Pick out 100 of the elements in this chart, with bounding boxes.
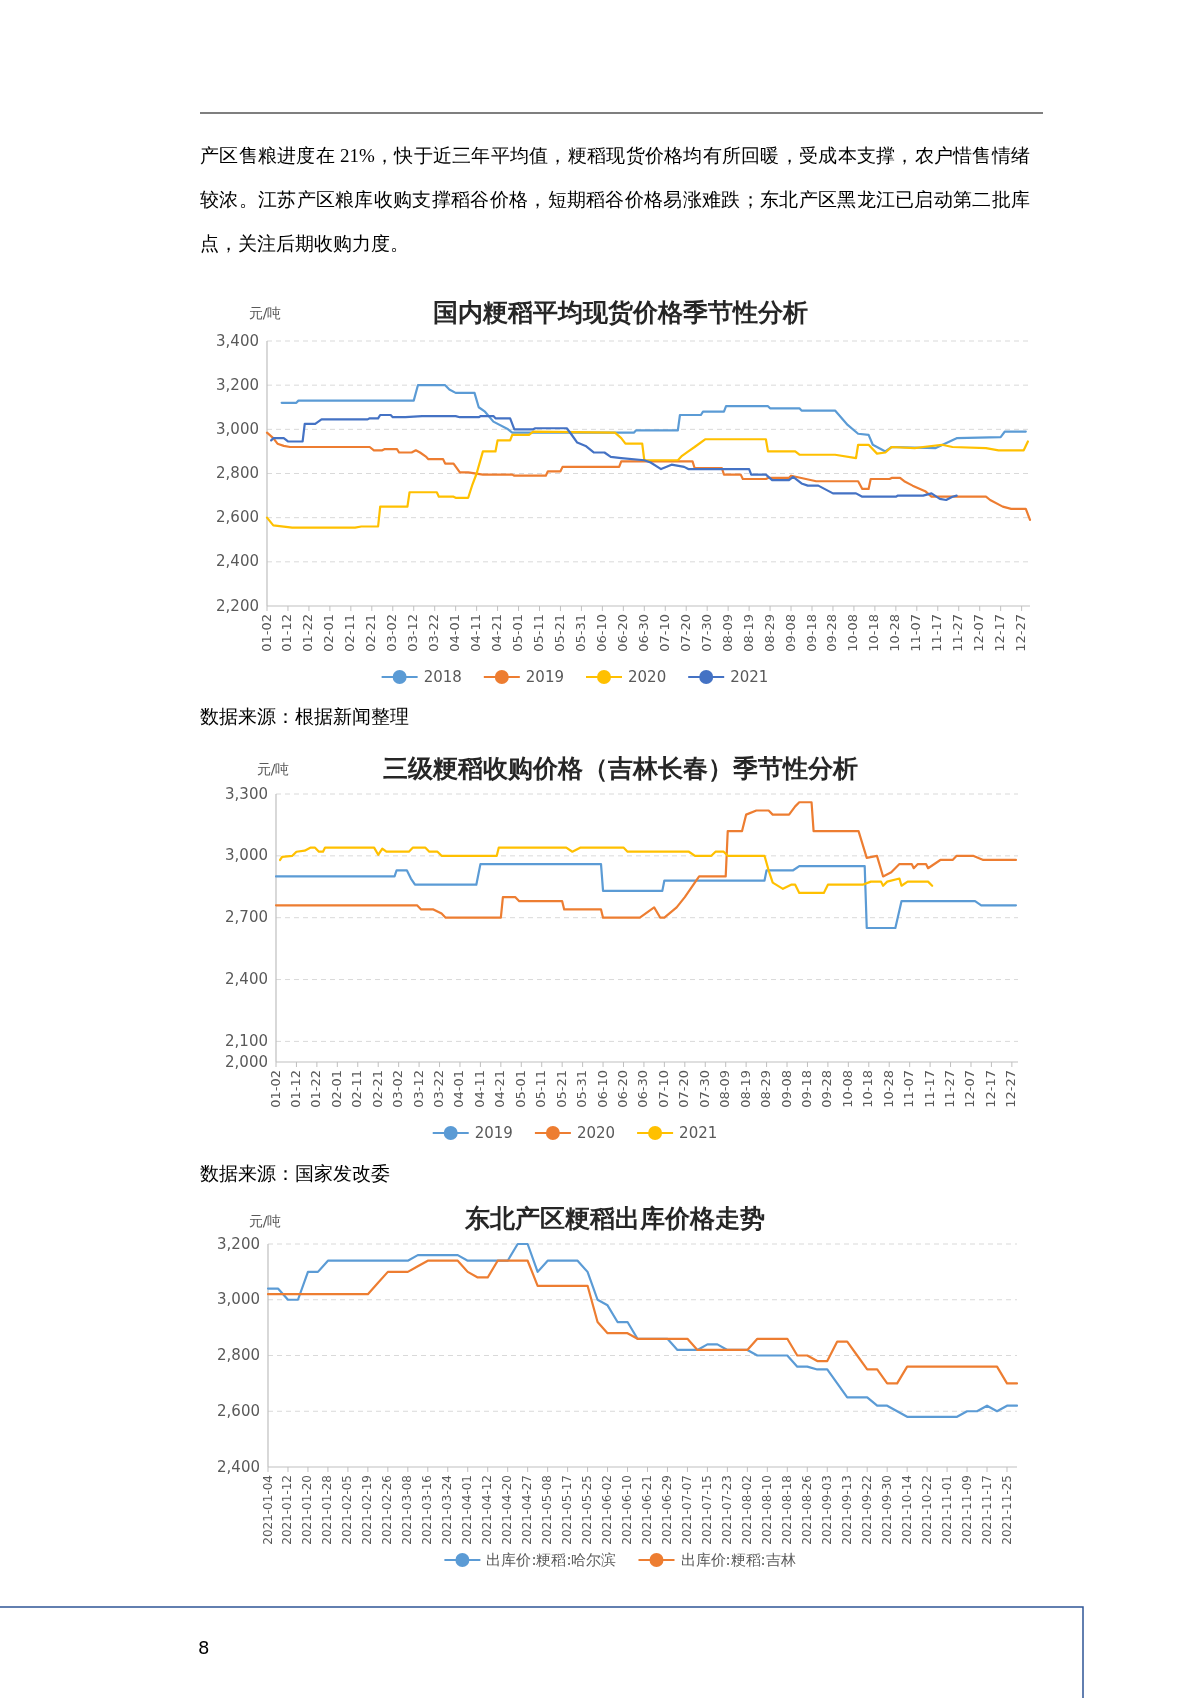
x-tick-label: 09-08	[782, 614, 798, 652]
x-tick-label: 12-27	[1013, 614, 1029, 652]
legend-label: 2019	[474, 1123, 513, 1142]
x-tick-label: 03-12	[405, 614, 421, 652]
x-tick-label: 01-02	[267, 1070, 283, 1108]
x-tick-label: 06-30	[635, 1070, 651, 1108]
x-tick-label: 07-30	[696, 1070, 712, 1108]
x-tick-label: 2021-06-21	[639, 1475, 654, 1545]
y-tick-label: 2,800	[216, 464, 259, 482]
y-tick-label: 2,400	[216, 552, 259, 571]
y-axis-title: 元/吨	[256, 761, 290, 777]
x-tick-label: 05-11	[531, 614, 546, 652]
x-tick-label: 2021-10-22	[919, 1475, 934, 1545]
x-tick-label: 2021-06-10	[620, 1475, 635, 1545]
y-tick-label: 2,200	[216, 596, 259, 615]
x-tick-label: 01-22	[308, 1070, 324, 1108]
x-tick-label: 08-09	[719, 614, 735, 652]
x-tick-label: 2021-07-23	[719, 1475, 734, 1545]
x-tick-label: 09-28	[824, 614, 840, 652]
x-tick-label: 05-01	[510, 614, 526, 652]
x-tick-label: 10-28	[880, 1070, 896, 1108]
x-tick-label: 04-21	[489, 614, 505, 652]
x-tick-label: 01-12	[279, 614, 295, 652]
x-tick-label: 2021-06-02	[600, 1475, 615, 1545]
x-tick-label: 2021-10-14	[899, 1475, 914, 1545]
x-tick-label: 12-17	[992, 614, 1008, 652]
x-tick-label: 06-20	[614, 1070, 630, 1108]
legend-label: 2020	[576, 1123, 616, 1142]
legend-label: 2020	[628, 667, 667, 686]
x-tick-label: 2021-08-18	[779, 1475, 794, 1545]
x-tick-label: 11-27	[942, 1070, 958, 1108]
chart-title: 三级粳稻收购价格（吉林长春）季节性分析	[382, 754, 858, 783]
x-tick-label: 06-10	[593, 614, 609, 652]
x-tick-label: 04-11	[468, 614, 484, 652]
x-tick-label: 2021-01-12	[280, 1475, 295, 1545]
x-tick-label: 2021-02-19	[360, 1475, 375, 1545]
y-axis-title: 元/吨	[248, 305, 282, 321]
x-tick-label: 2021-01-28	[320, 1475, 335, 1545]
y-tick-label: 3,400	[216, 331, 259, 350]
chart-title: 东北产区粳稻出库价格走势	[464, 1204, 765, 1233]
x-tick-label: 2021-08-26	[799, 1475, 814, 1545]
x-tick-label: 09-28	[819, 1070, 835, 1108]
text: 产区售粮进度在 21%，快于近三年平均值，粳稻现货价格均有所回暖，受成本支撑，农户惜售情绪较浓。江苏产区粮库收购支撑稻谷价格，短期稻谷价格易涨难跌；东北产区黑龙江已启动第二批库点，关注后期收购力度。	[200, 145, 1030, 254]
x-tick-label: 11-07	[901, 1070, 917, 1108]
x-tick-label: 2021-04-01	[460, 1475, 475, 1545]
text: 8	[198, 1636, 211, 1660]
x-tick-label: 02-01	[321, 614, 337, 652]
x-tick-label: 05-31	[574, 1070, 590, 1108]
x-tick-label: 08-29	[758, 1070, 774, 1108]
x-tick-label: 02-11	[349, 1070, 365, 1108]
legend-label: 2021	[679, 1123, 718, 1142]
x-tick-label: 07-20	[677, 614, 693, 652]
y-tick-label: 2,600	[217, 1401, 260, 1420]
x-tick-label: 09-18	[803, 614, 819, 652]
x-tick-label: 05-21	[551, 614, 567, 652]
x-tick-label: 01-22	[300, 614, 316, 652]
source-note: 数据来源：根据新闻整理	[200, 705, 410, 729]
x-tick-label: 2021-08-02	[739, 1475, 754, 1545]
x-tick-label: 04-11	[471, 1070, 487, 1108]
x-tick-label: 07-10	[656, 614, 672, 652]
y-tick-label: 2,000	[225, 1052, 268, 1071]
x-tick-label: 09-08	[778, 1070, 794, 1108]
x-tick-label: 2021-07-07	[679, 1475, 694, 1545]
x-tick-label: 2021-07-15	[699, 1475, 714, 1545]
x-tick-label: 04-01	[447, 614, 463, 652]
x-tick-label: 11-27	[950, 614, 966, 652]
x-tick-label: 2021-11-25	[999, 1475, 1014, 1545]
x-tick-label: 2021-11-09	[959, 1475, 974, 1545]
x-tick-label: 11-17	[929, 614, 945, 652]
x-tick-label: 12-07	[971, 614, 987, 652]
y-axis-title: 元/吨	[248, 1213, 282, 1229]
x-tick-label: 12-17	[982, 1070, 998, 1108]
x-tick-label: 07-20	[676, 1070, 692, 1108]
x-tick-label: 2021-05-25	[580, 1475, 595, 1545]
x-tick-label: 10-18	[860, 1070, 876, 1108]
x-tick-label: 2021-09-22	[859, 1475, 874, 1545]
x-tick-label: 2021-09-30	[879, 1475, 894, 1545]
x-tick-label: 10-18	[866, 614, 882, 652]
x-tick-label: 05-31	[572, 614, 588, 652]
x-tick-label: 2021-05-17	[560, 1475, 575, 1545]
x-tick-label: 2021-03-16	[420, 1475, 435, 1545]
x-tick-label: 08-09	[717, 1070, 733, 1108]
legend-label: 2019	[525, 667, 564, 686]
y-tick-label: 2,600	[216, 508, 259, 527]
x-tick-label: 10-08	[839, 1070, 855, 1108]
legend-label: 2021	[730, 667, 769, 686]
x-tick-label: 2021-01-20	[300, 1475, 315, 1545]
x-tick-label: 2021-05-08	[540, 1475, 555, 1545]
y-tick-label: 2,400	[225, 970, 268, 989]
y-tick-label: 2,400	[217, 1457, 260, 1476]
x-tick-label: 2021-02-26	[380, 1475, 395, 1545]
source-note: 数据来源：国家发改委	[200, 1162, 391, 1186]
legend-label: 2018	[423, 667, 462, 686]
y-tick-label: 3,000	[217, 1290, 260, 1309]
x-tick-label: 2021-04-12	[480, 1475, 495, 1545]
x-tick-label: 11-07	[908, 614, 924, 652]
x-tick-label: 07-10	[655, 1070, 671, 1108]
x-tick-label: 02-21	[363, 614, 379, 652]
y-tick-label: 2,700	[225, 908, 268, 927]
x-tick-label: 05-01	[512, 1070, 528, 1108]
